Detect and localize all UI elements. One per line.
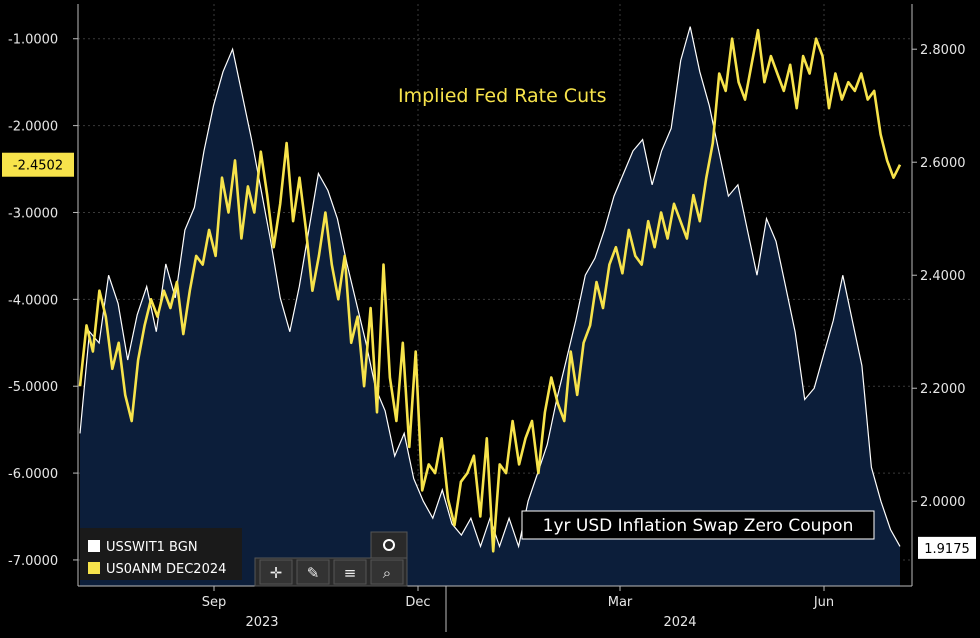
right-tick-label: 2.0000 bbox=[920, 495, 966, 510]
x-tick-label: Sep bbox=[202, 595, 227, 610]
left-tick-label: -6.0000 bbox=[8, 467, 58, 482]
left-tick-label: -5.0000 bbox=[8, 380, 58, 395]
x-tick-label: Jun bbox=[813, 595, 834, 610]
x-tick-label: Mar bbox=[608, 595, 633, 610]
list-icon[interactable] bbox=[333, 559, 367, 585]
left-tick-label: -7.0000 bbox=[8, 554, 58, 569]
left-tick-label: -3.0000 bbox=[8, 206, 58, 221]
left-last-value-flag bbox=[2, 152, 74, 177]
zoom-icon-glyph: ⌕ bbox=[383, 564, 391, 582]
record-icon-glyph bbox=[383, 539, 395, 551]
crosshair-icon[interactable] bbox=[259, 559, 293, 585]
legend-box bbox=[80, 528, 242, 580]
pencil-icon-glyph: ✎ bbox=[307, 564, 320, 582]
white-annotation-box bbox=[521, 510, 875, 540]
record-icon[interactable] bbox=[370, 531, 408, 559]
left-tick-label: -4.0000 bbox=[8, 293, 58, 308]
yellow-series-line bbox=[78, 28, 902, 553]
x-year-label: 2023 bbox=[245, 615, 278, 630]
right-tick-label: 2.2000 bbox=[920, 382, 966, 397]
zoom-icon[interactable] bbox=[370, 559, 404, 585]
right-tick-label: 2.4000 bbox=[920, 269, 966, 284]
right-tick-label: 2.8000 bbox=[920, 43, 966, 58]
white-annotation: 1yr USD Inflation Swap Zero Coupon bbox=[543, 516, 854, 536]
legend-swatch bbox=[88, 540, 100, 552]
right-last-value: 1.9175 bbox=[924, 542, 970, 557]
yellow-annotation: Implied Fed Rate Cuts bbox=[398, 85, 606, 107]
white-series-line bbox=[79, 26, 901, 549]
white-series-area bbox=[80, 26, 900, 587]
left-tick-label: -1.0000 bbox=[8, 33, 58, 48]
list-icon-glyph: ≡ bbox=[344, 564, 357, 582]
legend-label: USSWIT1 BGN bbox=[106, 540, 198, 555]
right-last-value-flag bbox=[918, 536, 976, 559]
x-tick-label: Dec bbox=[405, 595, 430, 610]
crosshair-icon-glyph: ✛ bbox=[270, 564, 283, 582]
left-last-value: -2.4502 bbox=[13, 159, 63, 174]
x-year-label: 2024 bbox=[663, 615, 696, 630]
legend-swatch bbox=[88, 562, 100, 574]
pencil-icon[interactable] bbox=[296, 559, 330, 585]
right-tick-label: 2.6000 bbox=[920, 156, 966, 171]
legend-label: US0ANM DEC2024 bbox=[106, 562, 226, 577]
left-tick-label: -2.0000 bbox=[8, 120, 58, 135]
